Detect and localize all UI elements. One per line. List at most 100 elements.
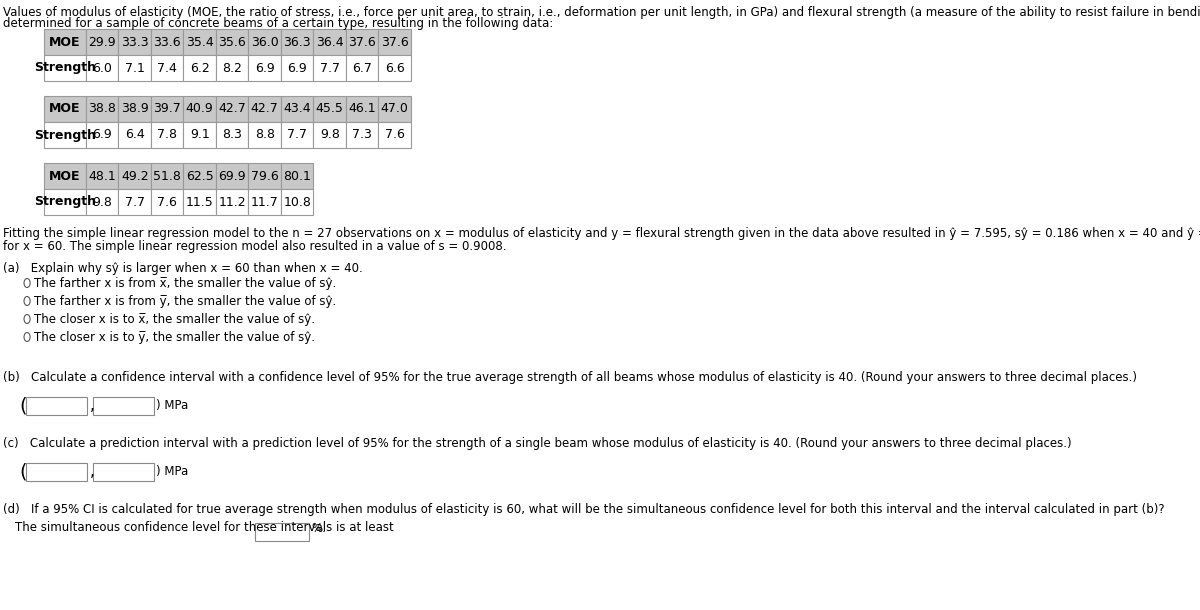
Bar bbox=[119, 55, 151, 81]
Bar bbox=[256, 523, 310, 541]
Bar bbox=[248, 96, 281, 122]
Bar bbox=[44, 189, 86, 215]
Text: 6.0: 6.0 bbox=[92, 62, 112, 74]
Text: MOE: MOE bbox=[49, 170, 80, 182]
Text: The farther x is from x̅, the smaller the value of sŷ.: The farther x is from x̅, the smaller th… bbox=[34, 276, 336, 290]
Bar bbox=[94, 397, 155, 415]
Bar bbox=[378, 55, 410, 81]
Text: ) MPa: ) MPa bbox=[156, 465, 188, 478]
Text: 29.9: 29.9 bbox=[89, 35, 116, 49]
Text: 38.9: 38.9 bbox=[121, 102, 149, 115]
Text: 6.9: 6.9 bbox=[254, 62, 275, 74]
Text: 7.7: 7.7 bbox=[287, 129, 307, 142]
Bar bbox=[94, 463, 155, 481]
Bar bbox=[86, 55, 119, 81]
Bar bbox=[216, 163, 248, 189]
Text: 7.7: 7.7 bbox=[319, 62, 340, 74]
Bar bbox=[184, 163, 216, 189]
Bar bbox=[119, 29, 151, 55]
Text: MOE: MOE bbox=[49, 102, 80, 115]
Text: 51.8: 51.8 bbox=[154, 170, 181, 182]
Bar bbox=[313, 122, 346, 148]
Text: 11.2: 11.2 bbox=[218, 195, 246, 209]
Bar bbox=[346, 55, 378, 81]
Bar bbox=[86, 29, 119, 55]
Text: Fitting the simple linear regression model to the n = 27 observations on x = mod: Fitting the simple linear regression mod… bbox=[4, 227, 1200, 240]
Text: 8.8: 8.8 bbox=[254, 129, 275, 142]
Text: 11.7: 11.7 bbox=[251, 195, 278, 209]
Bar bbox=[86, 96, 119, 122]
Bar bbox=[44, 122, 86, 148]
Bar bbox=[86, 122, 119, 148]
Bar bbox=[119, 122, 151, 148]
Text: 36.0: 36.0 bbox=[251, 35, 278, 49]
Text: 35.6: 35.6 bbox=[218, 35, 246, 49]
Bar bbox=[281, 189, 313, 215]
Text: Strength: Strength bbox=[34, 62, 96, 74]
Text: 49.2: 49.2 bbox=[121, 170, 149, 182]
Text: The simultaneous confidence level for these intervals is at least: The simultaneous confidence level for th… bbox=[14, 521, 394, 534]
Text: 62.5: 62.5 bbox=[186, 170, 214, 182]
Bar bbox=[44, 163, 86, 189]
Text: 8.3: 8.3 bbox=[222, 129, 242, 142]
Bar bbox=[313, 55, 346, 81]
Text: 39.7: 39.7 bbox=[154, 102, 181, 115]
Text: 43.4: 43.4 bbox=[283, 102, 311, 115]
Text: 35.4: 35.4 bbox=[186, 35, 214, 49]
Bar bbox=[248, 163, 281, 189]
Bar bbox=[281, 55, 313, 81]
Text: 79.6: 79.6 bbox=[251, 170, 278, 182]
Text: 7.7: 7.7 bbox=[125, 195, 145, 209]
Text: 80.1: 80.1 bbox=[283, 170, 311, 182]
Bar bbox=[281, 29, 313, 55]
Text: 69.9: 69.9 bbox=[218, 170, 246, 182]
Text: The farther x is from y̅, the smaller the value of sŷ.: The farther x is from y̅, the smaller th… bbox=[34, 295, 336, 307]
Bar bbox=[313, 29, 346, 55]
Bar bbox=[151, 96, 184, 122]
Text: 37.6: 37.6 bbox=[348, 35, 376, 49]
Bar bbox=[216, 55, 248, 81]
Text: 36.3: 36.3 bbox=[283, 35, 311, 49]
Text: Strength: Strength bbox=[34, 195, 96, 209]
Text: Values of modulus of elasticity (MOE, the ratio of stress, i.e., force per unit : Values of modulus of elasticity (MOE, th… bbox=[4, 6, 1200, 19]
Bar bbox=[184, 29, 216, 55]
Bar bbox=[119, 163, 151, 189]
Bar bbox=[216, 189, 248, 215]
Bar bbox=[151, 55, 184, 81]
Bar bbox=[216, 29, 248, 55]
Text: MOE: MOE bbox=[49, 35, 80, 49]
Text: 6.6: 6.6 bbox=[385, 62, 404, 74]
Text: (a)   Explain why sŷ is larger when x = 60 than when x = 40.: (a) Explain why sŷ is larger when x = 60… bbox=[4, 262, 364, 275]
Bar bbox=[25, 463, 86, 481]
Text: 11.5: 11.5 bbox=[186, 195, 214, 209]
Text: 33.3: 33.3 bbox=[121, 35, 149, 49]
Bar bbox=[184, 55, 216, 81]
Bar bbox=[216, 122, 248, 148]
Bar bbox=[86, 189, 119, 215]
Bar bbox=[378, 29, 410, 55]
Bar bbox=[184, 189, 216, 215]
Bar bbox=[44, 55, 86, 81]
Bar bbox=[151, 189, 184, 215]
Text: (: ( bbox=[19, 396, 26, 415]
Text: determined for a sample of concrete beams of a certain type, resulting in the fo: determined for a sample of concrete beam… bbox=[4, 17, 553, 30]
Text: 9.8: 9.8 bbox=[92, 195, 112, 209]
Text: Strength: Strength bbox=[34, 129, 96, 142]
Bar bbox=[346, 29, 378, 55]
Bar bbox=[281, 163, 313, 189]
Text: 7.6: 7.6 bbox=[385, 129, 404, 142]
Bar bbox=[184, 96, 216, 122]
Text: 40.9: 40.9 bbox=[186, 102, 214, 115]
Text: (: ( bbox=[19, 462, 26, 481]
Text: 33.6: 33.6 bbox=[154, 35, 181, 49]
Bar bbox=[86, 163, 119, 189]
Bar bbox=[151, 29, 184, 55]
Text: 8.2: 8.2 bbox=[222, 62, 242, 74]
Bar bbox=[216, 96, 248, 122]
Bar bbox=[313, 96, 346, 122]
Bar bbox=[119, 96, 151, 122]
Bar bbox=[346, 96, 378, 122]
Bar bbox=[346, 122, 378, 148]
Text: The closer x is to x̅, the smaller the value of sŷ.: The closer x is to x̅, the smaller the v… bbox=[34, 312, 316, 326]
Text: 6.4: 6.4 bbox=[125, 129, 145, 142]
